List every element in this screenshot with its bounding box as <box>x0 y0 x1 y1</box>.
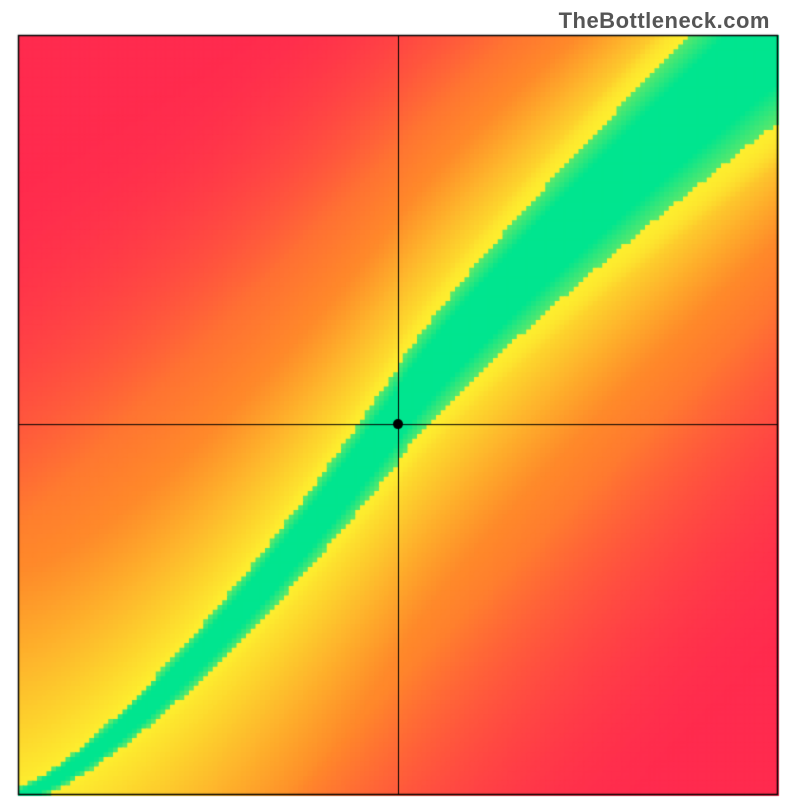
bottleneck-heatmap <box>0 0 800 800</box>
watermark-text: TheBottleneck.com <box>559 8 770 34</box>
chart-container: TheBottleneck.com <box>0 0 800 800</box>
